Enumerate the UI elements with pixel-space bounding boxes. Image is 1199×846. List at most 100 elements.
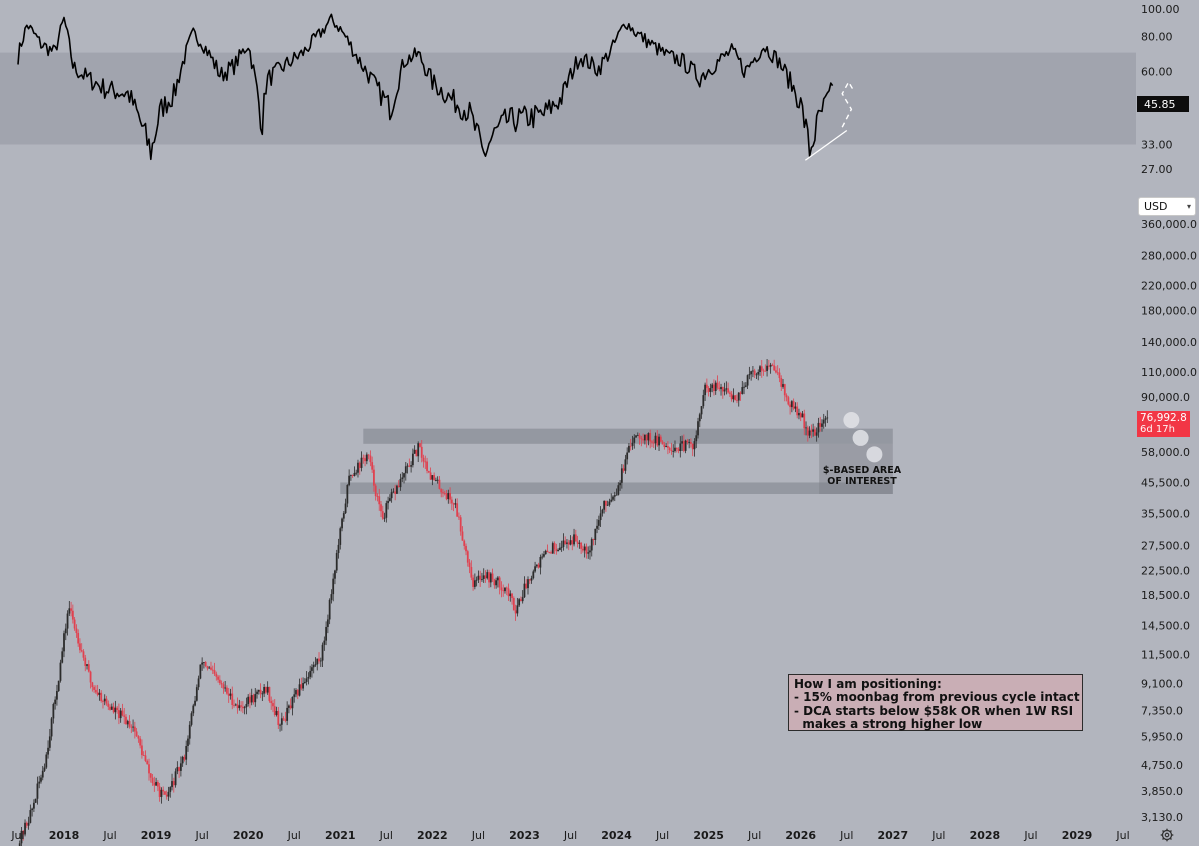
candle-body (151, 777, 154, 784)
candle-body (259, 689, 262, 694)
candle-body (661, 441, 664, 445)
candle (311, 664, 313, 678)
time-tick-label: Jul (747, 829, 761, 842)
candle (424, 455, 427, 469)
candle (351, 474, 354, 479)
candle (31, 807, 34, 817)
price-tick-label: 140,000.0 (1141, 336, 1197, 349)
candle-body (713, 384, 715, 391)
candle (254, 688, 257, 707)
candle (364, 454, 366, 467)
candle (438, 476, 441, 490)
candle-body (704, 384, 706, 396)
candle (643, 434, 646, 445)
candle (578, 540, 581, 549)
candle (746, 374, 749, 389)
price-panel[interactable] (17, 359, 893, 846)
candle (576, 535, 579, 548)
time-tick-label: Jul (471, 829, 485, 842)
candle-body (406, 465, 409, 467)
candle (116, 706, 119, 714)
candle-body (755, 374, 758, 376)
candle-body (270, 701, 273, 704)
candle (100, 690, 103, 703)
candle (192, 703, 195, 717)
candle (702, 389, 705, 409)
candle-body (316, 658, 319, 665)
candle-body (226, 687, 228, 694)
candle-body (450, 499, 453, 504)
candle (817, 417, 820, 438)
candle (725, 381, 728, 395)
candle-body (737, 392, 740, 401)
candle (670, 442, 673, 455)
candle-body (484, 575, 487, 579)
candle-body (211, 669, 214, 671)
candle-body (118, 709, 120, 719)
candle (551, 541, 554, 554)
candle-body (445, 493, 448, 500)
candle-body (415, 449, 418, 457)
candle-body (272, 703, 274, 707)
candle (479, 570, 482, 587)
candle-body (264, 687, 267, 693)
candle-body (520, 599, 522, 602)
candle-body (775, 370, 777, 373)
candle (305, 671, 308, 686)
candle-body (764, 370, 767, 372)
candle-body (20, 830, 23, 844)
rsi-projection (841, 80, 855, 128)
rsi-panel[interactable] (0, 13, 1136, 161)
candle-body (220, 683, 223, 685)
candle-body (564, 540, 567, 544)
candle-body (721, 386, 724, 392)
candle-body (578, 542, 581, 544)
candle-body (746, 375, 749, 386)
candle-body (458, 516, 460, 518)
candle (773, 359, 776, 372)
candle-body (201, 662, 204, 665)
candle (504, 587, 506, 594)
candle (562, 533, 565, 551)
candle (286, 701, 289, 726)
candle-body (732, 395, 735, 400)
candle-body (404, 466, 407, 474)
candle (367, 454, 370, 460)
candle-body (135, 731, 138, 737)
candle-body (293, 694, 296, 697)
candle (309, 665, 312, 680)
candle (215, 671, 218, 681)
candle-body (603, 500, 606, 510)
candle-body (778, 372, 781, 379)
candle (481, 572, 483, 582)
candle-body (328, 599, 331, 620)
candle (465, 543, 467, 556)
candle (675, 447, 678, 453)
candle (344, 498, 347, 514)
candle-body (496, 577, 499, 581)
candle-body (103, 698, 106, 702)
candle (52, 702, 55, 724)
candle (674, 440, 676, 453)
currency-select[interactable]: USD ▾ (1138, 197, 1196, 216)
time-tick-label: 2025 (693, 829, 724, 842)
candle (574, 529, 577, 542)
price-tick-label: 4,750.0 (1141, 759, 1183, 772)
candle (342, 511, 345, 522)
rsi-line[interactable] (17, 13, 834, 161)
candle-body (762, 370, 765, 372)
candle-body (769, 364, 772, 367)
time-tick-label: 2020 (233, 829, 264, 842)
candle-body (18, 843, 21, 846)
candle-body (465, 545, 467, 552)
candle (454, 498, 457, 509)
candle (399, 473, 402, 491)
candle (307, 672, 310, 685)
candle (224, 681, 227, 692)
candle (201, 657, 204, 671)
gear-icon[interactable] (1160, 828, 1174, 842)
candle-body (91, 682, 94, 688)
price-tick-label: 45,500.0 (1141, 476, 1190, 489)
candle-body (71, 610, 74, 620)
